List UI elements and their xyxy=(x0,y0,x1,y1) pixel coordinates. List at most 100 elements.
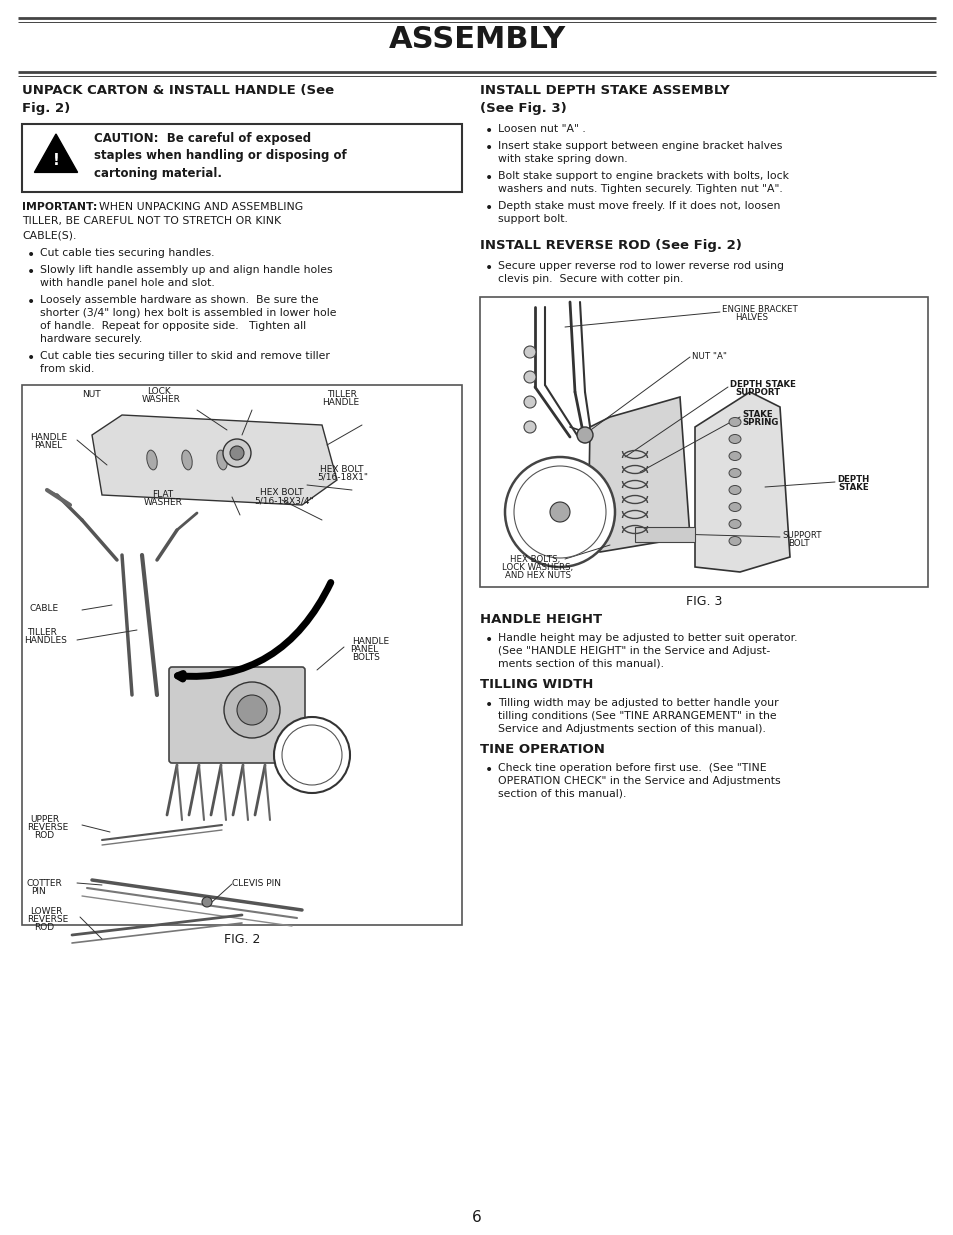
Text: (See Fig. 3): (See Fig. 3) xyxy=(479,103,566,115)
Text: WHEN UNPACKING AND ASSEMBLING: WHEN UNPACKING AND ASSEMBLING xyxy=(99,203,303,212)
Text: DEPTH: DEPTH xyxy=(836,475,868,484)
Text: tilling conditions (See "TINE ARRANGEMENT" in the: tilling conditions (See "TINE ARRANGEMEN… xyxy=(497,711,776,721)
Circle shape xyxy=(514,466,605,558)
Text: NUT "A": NUT "A" xyxy=(691,352,726,361)
Text: with handle panel hole and slot.: with handle panel hole and slot. xyxy=(40,278,214,288)
Text: HEX BOLTS,: HEX BOLTS, xyxy=(510,555,559,564)
Text: DEPTH STAKE: DEPTH STAKE xyxy=(729,380,795,389)
Polygon shape xyxy=(695,391,789,572)
Text: Check tine operation before first use.  (See "TINE: Check tine operation before first use. (… xyxy=(497,763,766,773)
Circle shape xyxy=(523,421,536,433)
Text: WASHER: WASHER xyxy=(144,498,183,508)
Text: •: • xyxy=(27,266,35,279)
Text: BOLT: BOLT xyxy=(787,538,809,548)
Text: LOCK: LOCK xyxy=(147,387,171,396)
Circle shape xyxy=(282,725,341,785)
Text: HEX BOLT: HEX BOLT xyxy=(319,466,363,474)
Text: •: • xyxy=(27,351,35,366)
Text: Handle height may be adjusted to better suit operator.: Handle height may be adjusted to better … xyxy=(497,634,797,643)
Text: UNPACK CARTON & INSTALL HANDLE (See: UNPACK CARTON & INSTALL HANDLE (See xyxy=(22,84,334,98)
Text: AND HEX NUTS: AND HEX NUTS xyxy=(504,571,571,580)
Text: ROD: ROD xyxy=(34,831,54,840)
Text: FIG. 2: FIG. 2 xyxy=(224,932,260,946)
Text: SUPPORT: SUPPORT xyxy=(781,531,821,540)
Text: 5/16-18X1": 5/16-18X1" xyxy=(316,473,368,482)
Text: Insert stake support between engine bracket halves: Insert stake support between engine brac… xyxy=(497,141,781,151)
Text: HANDLE: HANDLE xyxy=(322,398,358,408)
Text: •: • xyxy=(484,141,493,156)
Text: SUPPORT: SUPPORT xyxy=(734,388,780,396)
Text: LOCK WASHERS,: LOCK WASHERS, xyxy=(501,563,573,572)
Text: PANEL: PANEL xyxy=(350,645,377,655)
Text: HEX BOLT: HEX BOLT xyxy=(260,488,303,496)
Text: NUT: NUT xyxy=(82,390,100,399)
Polygon shape xyxy=(34,135,77,173)
Ellipse shape xyxy=(728,452,740,461)
Circle shape xyxy=(274,718,350,793)
Ellipse shape xyxy=(728,520,740,529)
Text: HANDLE: HANDLE xyxy=(30,433,67,442)
Text: PIN: PIN xyxy=(30,887,46,897)
Text: WASHER: WASHER xyxy=(142,395,181,404)
Text: HANDLES: HANDLES xyxy=(24,636,67,645)
Text: LOWER: LOWER xyxy=(30,906,62,916)
Ellipse shape xyxy=(182,450,192,469)
Circle shape xyxy=(230,446,244,459)
Text: support bolt.: support bolt. xyxy=(497,214,567,224)
Text: ASSEMBLY: ASSEMBLY xyxy=(388,25,565,54)
Text: !: ! xyxy=(52,153,59,168)
Text: from skid.: from skid. xyxy=(40,364,94,374)
Text: washers and nuts. Tighten securely. Tighten nut "A".: washers and nuts. Tighten securely. Tigh… xyxy=(497,184,781,194)
Text: IMPORTANT:: IMPORTANT: xyxy=(22,203,97,212)
Text: INSTALL REVERSE ROD (See Fig. 2): INSTALL REVERSE ROD (See Fig. 2) xyxy=(479,240,741,252)
Text: CLEVIS PIN: CLEVIS PIN xyxy=(232,879,281,888)
Ellipse shape xyxy=(728,435,740,443)
Text: Slowly lift handle assembly up and align handle holes: Slowly lift handle assembly up and align… xyxy=(40,266,333,275)
Text: hardware securely.: hardware securely. xyxy=(40,333,142,345)
Text: CAUTION:  Be careful of exposed
staples when handling or disposing of
cartoning : CAUTION: Be careful of exposed staples w… xyxy=(94,132,346,180)
Text: CABLE: CABLE xyxy=(30,604,59,613)
Ellipse shape xyxy=(147,450,157,469)
Text: FLAT: FLAT xyxy=(152,490,172,499)
Text: HANDLE HEIGHT: HANDLE HEIGHT xyxy=(479,613,601,626)
Text: OPERATION CHECK" in the Service and Adjustments: OPERATION CHECK" in the Service and Adju… xyxy=(497,776,780,785)
Text: TILLER: TILLER xyxy=(27,629,57,637)
Text: STAKE: STAKE xyxy=(837,483,868,492)
Text: REVERSE: REVERSE xyxy=(27,823,69,832)
Text: CABLE(S).: CABLE(S). xyxy=(22,230,76,240)
Circle shape xyxy=(236,695,267,725)
Text: REVERSE: REVERSE xyxy=(27,915,69,924)
Ellipse shape xyxy=(728,468,740,478)
Text: TINE OPERATION: TINE OPERATION xyxy=(479,743,604,756)
Text: clevis pin.  Secure with cotter pin.: clevis pin. Secure with cotter pin. xyxy=(497,274,682,284)
Text: Service and Adjustments section of this manual).: Service and Adjustments section of this … xyxy=(497,724,765,734)
Text: •: • xyxy=(484,170,493,185)
Text: HALVES: HALVES xyxy=(734,312,767,322)
Text: TILLER: TILLER xyxy=(327,390,356,399)
Circle shape xyxy=(577,427,593,443)
Text: UPPER: UPPER xyxy=(30,815,59,824)
Text: Secure upper reverse rod to lower reverse rod using: Secure upper reverse rod to lower revers… xyxy=(497,261,783,270)
Circle shape xyxy=(550,501,569,522)
Circle shape xyxy=(202,897,212,906)
Text: INSTALL DEPTH STAKE ASSEMBLY: INSTALL DEPTH STAKE ASSEMBLY xyxy=(479,84,729,98)
Text: STAKE: STAKE xyxy=(741,410,772,419)
Text: PANEL: PANEL xyxy=(34,441,62,450)
Ellipse shape xyxy=(728,536,740,546)
Text: ROD: ROD xyxy=(34,923,54,932)
Text: 6: 6 xyxy=(472,1210,481,1225)
Bar xyxy=(22,124,461,191)
Text: •: • xyxy=(484,763,493,777)
Text: •: • xyxy=(484,698,493,713)
Ellipse shape xyxy=(216,450,227,469)
Bar xyxy=(635,527,695,542)
Text: ments section of this manual).: ments section of this manual). xyxy=(497,659,663,669)
Text: shorter (3/4" long) hex bolt is assembled in lower hole: shorter (3/4" long) hex bolt is assemble… xyxy=(40,308,336,317)
Text: •: • xyxy=(484,201,493,215)
Circle shape xyxy=(523,396,536,408)
Text: with stake spring down.: with stake spring down. xyxy=(497,154,627,164)
Text: TILLING WIDTH: TILLING WIDTH xyxy=(479,678,593,692)
Text: FIG. 3: FIG. 3 xyxy=(685,595,721,608)
Text: Loosen nut "A" .: Loosen nut "A" . xyxy=(497,124,585,135)
Ellipse shape xyxy=(728,485,740,494)
